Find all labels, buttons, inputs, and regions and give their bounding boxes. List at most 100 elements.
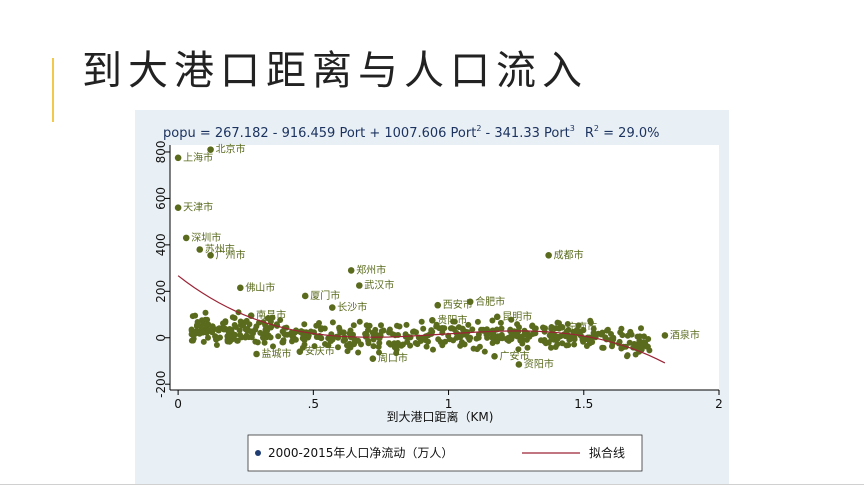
labeled-data-point: [301, 292, 309, 300]
y-tick-label: 400: [154, 233, 168, 256]
point-label: 南昌市: [256, 309, 286, 322]
data-point: [587, 317, 594, 324]
data-point: [564, 321, 571, 327]
data-point: [234, 337, 241, 344]
data-point: [435, 336, 442, 343]
labeled-data-point: [296, 348, 304, 355]
data-point: [429, 328, 436, 335]
data-point: [521, 331, 528, 338]
labeled-data-point: [328, 304, 336, 311]
data-point: [220, 320, 226, 327]
data-point: [190, 337, 196, 344]
axis-ticks: 0 .5 1 1.5 2 -200 0 200 400 600 800: [154, 141, 723, 411]
labeled-data-point: [237, 284, 244, 292]
data-point: [344, 348, 351, 355]
data-point: [229, 314, 236, 321]
labeled-data-point: [558, 323, 566, 331]
data-point: [610, 335, 616, 342]
point-label: 昆明市: [502, 310, 532, 323]
data-point: [386, 326, 393, 333]
data-point: [465, 334, 472, 341]
data-point: [281, 330, 288, 337]
data-point: [641, 333, 647, 340]
labeled-data-point: [661, 332, 669, 339]
data-point: [344, 342, 350, 349]
x-tick-label: 2: [715, 397, 723, 411]
data-point: [627, 329, 634, 336]
chart-title: popu = 267.182 - 916.459 Port + 1007.606…: [163, 124, 659, 141]
legend: 2000-2015年人口净流动（万人） 拟合线: [247, 434, 643, 472]
point-labels-layer: 北京市上海市天津市深圳市苏州市广州市 成都市郑州市武汉市 佛山市厦门市长沙市 西安市合…: [183, 143, 700, 371]
data-point: [531, 325, 538, 332]
data-point: [489, 317, 496, 324]
data-point: [376, 340, 383, 346]
data-point: [489, 327, 496, 334]
data-point: [599, 344, 606, 351]
data-point: [423, 343, 430, 350]
data-point: [257, 329, 264, 336]
data-point: [335, 344, 341, 351]
data-point: [340, 337, 347, 344]
x-axis-label: 到大港口距离（KM): [387, 409, 494, 424]
data-point: [618, 325, 625, 332]
point-label: 厦门市: [310, 289, 340, 302]
data-point: [389, 331, 396, 338]
chart-panel: popu = 267.182 - 916.459 Port + 1007.606…: [135, 110, 729, 484]
x-tick-label: 1.5: [574, 397, 593, 411]
labeled-data-point: [491, 353, 498, 360]
data-point: [261, 339, 268, 346]
point-label: 酒泉市: [670, 328, 700, 341]
data-point: [638, 325, 644, 332]
data-point: [199, 329, 206, 336]
data-point: [277, 317, 284, 323]
data-point: [412, 340, 419, 346]
data-point: [213, 342, 220, 348]
point-label: 广安市: [500, 349, 530, 362]
data-point: [396, 323, 403, 330]
data-point: [490, 332, 497, 339]
labeled-data-point: [515, 361, 523, 368]
data-point: [548, 336, 555, 343]
data-point: [407, 342, 414, 349]
data-point: [365, 327, 371, 334]
y-tick-label: -200: [154, 371, 168, 398]
data-point: [351, 336, 358, 343]
x-tick-label: .5: [308, 397, 319, 411]
y-tick-label: 200: [154, 280, 168, 303]
y-tick-label: 800: [154, 141, 168, 164]
data-point: [417, 338, 424, 344]
scatter-chart: popu = 267.182 - 916.459 Port + 1007.606…: [154, 124, 723, 472]
point-label: 西安市: [443, 298, 473, 311]
data-point: [470, 345, 477, 352]
labeled-data-point: [429, 317, 436, 324]
data-point: [571, 336, 578, 343]
data-point: [370, 343, 377, 350]
data-point: [262, 326, 269, 333]
data-point: [571, 341, 578, 348]
data-point: [609, 343, 615, 350]
data-point: [351, 341, 357, 348]
data-point: [498, 325, 505, 332]
data-point: [481, 348, 488, 355]
data-point: [538, 337, 544, 344]
data-point: [252, 338, 259, 345]
data-point: [497, 335, 504, 341]
data-point: [484, 331, 491, 338]
data-point: [212, 333, 219, 340]
data-point: [333, 333, 340, 340]
data-point: [193, 328, 200, 335]
y-tick-label: 600: [154, 187, 168, 210]
data-point: [624, 353, 630, 360]
data-point: [372, 326, 379, 333]
point-label: 佛山市: [245, 281, 275, 294]
point-label: 武汉市: [364, 278, 394, 291]
labeled-data-point: [369, 355, 377, 362]
point-label: 宁南市: [567, 320, 597, 333]
data-point: [453, 334, 460, 341]
data-point: [242, 326, 249, 333]
data-point: [515, 346, 522, 353]
point-label: 苏州市: [205, 243, 235, 256]
data-point: [632, 351, 639, 358]
data-point: [439, 342, 446, 349]
data-point: [475, 334, 482, 341]
